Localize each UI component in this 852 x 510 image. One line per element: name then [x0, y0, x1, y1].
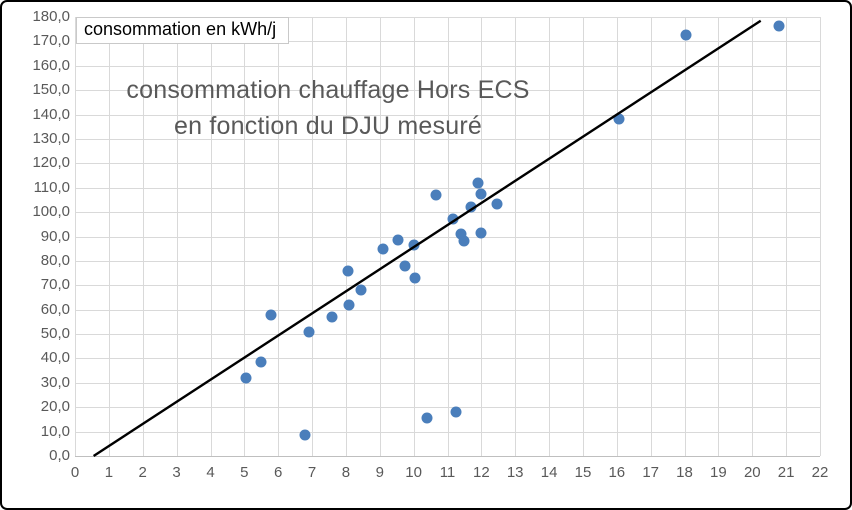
- vertical-gridline: [820, 17, 821, 456]
- horizontal-gridline: [75, 17, 820, 18]
- y-tick-label: 90,0: [40, 227, 70, 245]
- horizontal-gridline: [75, 260, 820, 262]
- x-tick-label: 11: [439, 464, 456, 481]
- x-tick-label: 20: [743, 464, 761, 481]
- x-tick-label: 6: [274, 464, 283, 481]
- x-tick-label: 22: [811, 464, 829, 481]
- y-axis-title: consommation en kWh/j: [76, 17, 290, 44]
- horizontal-gridline: [75, 212, 820, 214]
- x-tick-label: 0: [70, 464, 80, 481]
- data-point: [447, 213, 459, 225]
- horizontal-gridline: [75, 309, 820, 311]
- y-tick-label: 10,0: [40, 422, 70, 440]
- data-point: [355, 284, 367, 296]
- data-point: [408, 239, 420, 251]
- data-point: [326, 311, 338, 323]
- y-tick-label: 50,0: [40, 325, 70, 343]
- data-point: [303, 326, 315, 338]
- y-tick-label: 70,0: [40, 276, 70, 294]
- horizontal-gridline: [75, 90, 820, 92]
- y-axis-title-label: consommation en kWh/j: [84, 19, 277, 39]
- data-point: [773, 20, 785, 31]
- y-tick-label: 20,0: [40, 398, 70, 416]
- horizontal-gridline: [75, 334, 820, 336]
- y-tick-label: 140,0: [32, 105, 70, 123]
- data-point: [465, 201, 477, 213]
- chart-title-line-1: consommation chauffage Hors ECS: [126, 76, 530, 104]
- y-tick-label: 40,0: [40, 349, 70, 367]
- horizontal-gridline: [75, 65, 820, 67]
- horizontal-gridline: [75, 187, 820, 189]
- chart-title-line-2: en fonction du DJU mesuré: [174, 112, 482, 140]
- y-tick-label: 30,0: [40, 373, 70, 391]
- x-tick-label: 7: [307, 464, 317, 481]
- data-point: [458, 235, 470, 247]
- x-tick-label: 8: [341, 464, 351, 481]
- x-tick-label: 5: [240, 464, 249, 481]
- x-tick-label: 18: [676, 464, 693, 481]
- y-tick-label: 150,0: [32, 81, 70, 99]
- y-tick-label: 80,0: [40, 251, 70, 269]
- data-point: [430, 189, 442, 201]
- data-point: [342, 265, 354, 277]
- x-tick-label: 9: [375, 464, 384, 481]
- x-tick-label: 13: [506, 464, 524, 481]
- horizontal-gridline: [75, 41, 820, 43]
- horizontal-gridline: [75, 138, 820, 140]
- horizontal-gridline: [75, 382, 820, 384]
- y-tick-label: 60,0: [40, 300, 70, 318]
- data-point: [392, 234, 404, 246]
- data-point: [409, 272, 421, 284]
- data-point: [421, 412, 433, 424]
- horizontal-gridline: [75, 358, 820, 360]
- x-tick-label: 14: [540, 464, 558, 481]
- x-tick-label: 10: [405, 464, 422, 481]
- y-tick-label: 170,0: [32, 32, 70, 50]
- data-point: [399, 260, 411, 272]
- data-point: [255, 356, 267, 368]
- x-tick-label: 2: [138, 464, 147, 481]
- data-point: [475, 227, 487, 239]
- horizontal-gridline: [75, 431, 820, 433]
- y-tick-label: 100,0: [32, 203, 70, 221]
- x-tick-label: 21: [777, 464, 795, 481]
- horizontal-gridline: [75, 285, 820, 287]
- data-point: [299, 429, 311, 441]
- data-point: [455, 228, 467, 240]
- data-point: [472, 177, 484, 189]
- x-tick-label: 1: [104, 464, 114, 481]
- y-tick-label: 180,0: [32, 8, 70, 25]
- horizontal-gridline: [75, 407, 820, 409]
- horizontal-gridline: [75, 114, 820, 116]
- y-tick-label: 130,0: [32, 129, 70, 147]
- y-tick-label: 160,0: [32, 56, 70, 74]
- data-point: [475, 188, 487, 200]
- data-point: [240, 372, 252, 384]
- data-point: [613, 113, 624, 125]
- y-tick-label: 110,0: [33, 178, 70, 196]
- x-tick-label: 15: [574, 464, 592, 481]
- x-tick-label: 17: [642, 464, 660, 481]
- x-tick-label: 4: [206, 464, 215, 481]
- data-point: [343, 299, 355, 311]
- y-tick-label: 120,0: [32, 154, 70, 172]
- data-point: [265, 309, 277, 320]
- x-tick-label: 12: [473, 464, 490, 481]
- data-point: [680, 29, 692, 41]
- data-point: [491, 198, 503, 210]
- trendline: [92, 19, 762, 458]
- horizontal-gridline: [75, 236, 820, 238]
- horizontal-gridline: [75, 163, 820, 165]
- data-point: [450, 406, 462, 418]
- chart-title: consommation chauffage Hors ECS en fonct…: [88, 72, 568, 144]
- x-tick-label: 16: [608, 464, 626, 481]
- x-tick-label: 3: [172, 464, 181, 481]
- x-axis-line: [75, 456, 820, 457]
- data-point: [377, 243, 389, 255]
- y-tick-label: 0,0: [49, 447, 70, 464]
- x-tick-label: 19: [710, 464, 727, 481]
